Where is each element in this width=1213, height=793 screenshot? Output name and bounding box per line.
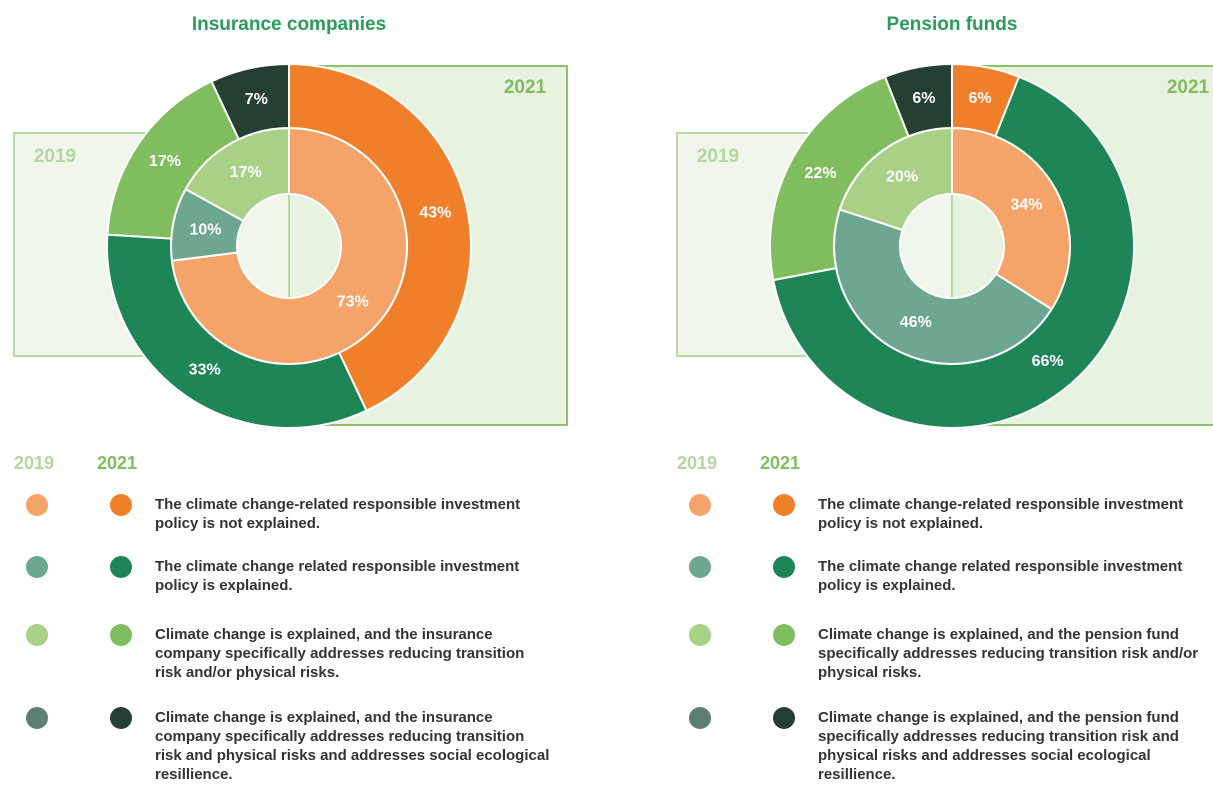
- legend-year: 2021: [760, 453, 801, 473]
- value-label: 34%: [1010, 196, 1042, 213]
- value-label: 17%: [149, 153, 181, 170]
- legend-year: 2021: [97, 453, 138, 473]
- value-label: 10%: [189, 221, 221, 238]
- chart-title: Pension funds: [887, 14, 1018, 35]
- legend-swatch: [773, 624, 795, 646]
- legend-text: The climate change-related responsible i…: [818, 496, 1184, 532]
- value-label: 66%: [1032, 353, 1064, 370]
- value-label: 6%: [969, 90, 992, 107]
- year-label: 2019: [34, 146, 76, 167]
- legend-swatch: [689, 556, 711, 578]
- legend-swatch: [773, 556, 795, 578]
- ring-segment: [106, 233, 368, 429]
- value-label: 73%: [337, 293, 369, 310]
- legend-text: Climate change is explained, and the ins…: [155, 709, 550, 783]
- legend-year: 2019: [14, 453, 55, 473]
- legend-swatch: [26, 707, 48, 729]
- legend-swatch: [110, 624, 132, 646]
- legend-text: Climate change is explained, and the ins…: [155, 626, 525, 681]
- legend-swatch: [689, 624, 711, 646]
- chart-title: Insurance companies: [192, 14, 386, 35]
- ring-segment: [288, 62, 472, 413]
- legend-text: Climate change is explained, and the pen…: [818, 709, 1179, 783]
- legend-swatch: [689, 707, 711, 729]
- value-label: 17%: [230, 164, 262, 181]
- ring-segment: [210, 62, 290, 141]
- legend-text: The climate change related responsible i…: [818, 558, 1183, 594]
- value-label: 20%: [886, 168, 918, 185]
- ring-segment: [772, 75, 1135, 429]
- legend-swatch: [26, 494, 48, 516]
- legend-swatch: [110, 707, 132, 729]
- value-label: 22%: [805, 165, 837, 182]
- legend-text: Climate change is explained, and the pen…: [818, 626, 1199, 681]
- legend-text: The climate change related responsible i…: [155, 558, 520, 594]
- year-label: 2021: [504, 77, 547, 98]
- legend-swatch: [110, 494, 132, 516]
- value-label: 7%: [245, 91, 268, 108]
- value-label: 43%: [419, 204, 451, 221]
- legend-swatch: [773, 707, 795, 729]
- legend-swatch: [773, 494, 795, 516]
- legend-swatch: [110, 556, 132, 578]
- year-label: 2021: [1167, 77, 1210, 98]
- legend-year: 2019: [677, 453, 718, 473]
- ring-segment: [883, 62, 953, 138]
- legend-text: The climate change-related responsible i…: [155, 496, 521, 532]
- value-label: 46%: [900, 314, 932, 331]
- value-label: 33%: [189, 361, 221, 378]
- legend-swatch: [689, 494, 711, 516]
- year-label: 2019: [697, 146, 739, 167]
- legend-swatch: [26, 556, 48, 578]
- legend-swatch: [26, 624, 48, 646]
- value-label: 6%: [912, 90, 935, 107]
